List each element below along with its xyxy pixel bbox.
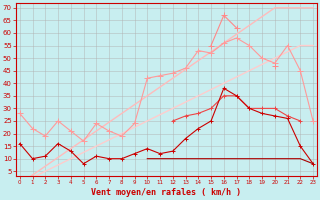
X-axis label: Vent moyen/en rafales ( km/h ): Vent moyen/en rafales ( km/h ) xyxy=(92,188,241,197)
